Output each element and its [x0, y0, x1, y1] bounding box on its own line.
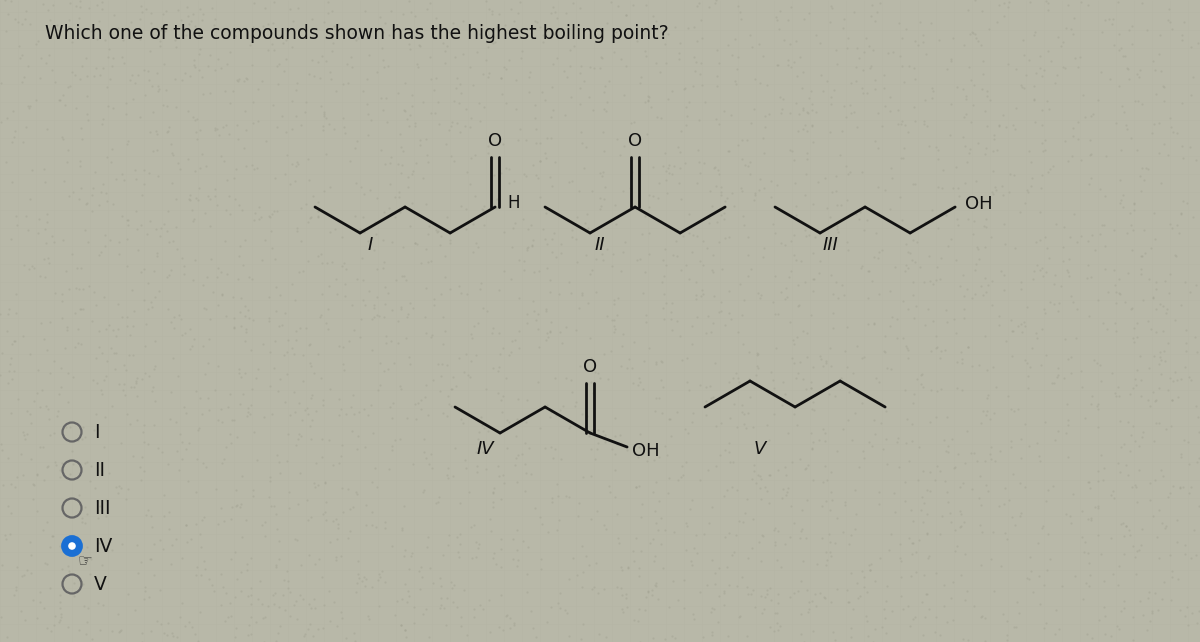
Circle shape	[62, 537, 82, 555]
Text: I: I	[367, 236, 373, 254]
Text: II: II	[595, 236, 605, 254]
Text: O: O	[628, 132, 642, 150]
Text: O: O	[488, 132, 502, 150]
Text: III: III	[822, 236, 838, 254]
Text: II: II	[94, 460, 106, 480]
Text: Which one of the compounds shown has the highest boiling point?: Which one of the compounds shown has the…	[46, 24, 668, 43]
Text: OH: OH	[632, 442, 660, 460]
Text: H: H	[508, 194, 520, 212]
Text: OH: OH	[965, 195, 992, 213]
Text: ☞: ☞	[78, 552, 92, 570]
Text: IV: IV	[476, 440, 494, 458]
Text: I: I	[94, 422, 100, 442]
Text: V: V	[754, 440, 766, 458]
Text: V: V	[94, 575, 107, 593]
Text: IV: IV	[94, 537, 113, 555]
Text: III: III	[94, 498, 110, 517]
Circle shape	[68, 542, 76, 550]
Text: O: O	[583, 358, 598, 376]
